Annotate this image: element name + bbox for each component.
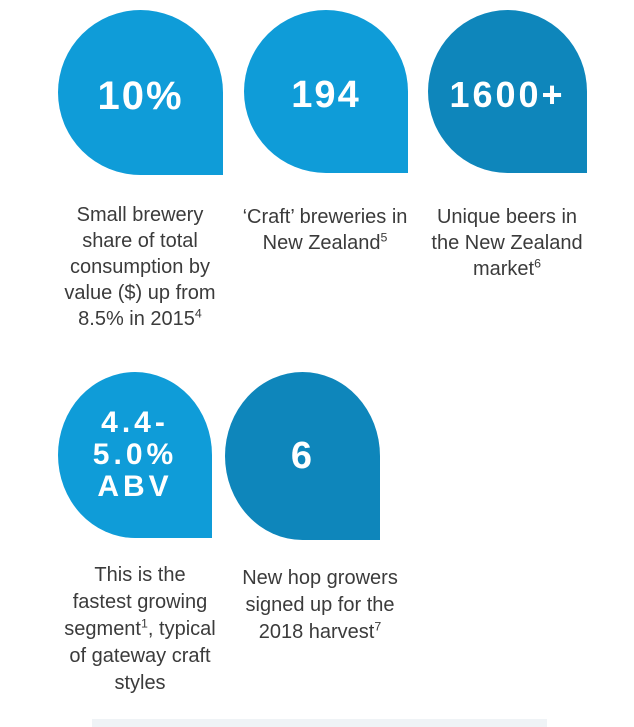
teardrop-shape: 1600+ bbox=[428, 10, 587, 173]
teardrop-shape: 194 bbox=[244, 10, 408, 173]
caption-line: share of total bbox=[82, 230, 198, 252]
teardrop-shape: 4.4- 5.0% ABV bbox=[58, 372, 212, 538]
caption-line: market6 bbox=[472, 256, 542, 280]
footnote-ref: 5 bbox=[380, 230, 388, 245]
stat-value: 10% bbox=[97, 73, 184, 118]
footnote-ref: 4 bbox=[194, 306, 202, 321]
caption-line: styles bbox=[114, 672, 166, 694]
stat-value: 4.4- 5.0% ABV bbox=[92, 406, 178, 503]
caption-line: New Zealand5 bbox=[262, 230, 388, 254]
stat-caption: ‘Craft’ breweries in New Zealand5 bbox=[225, 204, 425, 256]
cropped-bottom-element bbox=[92, 719, 547, 727]
stat-caption: Unique beers in the New Zealand market6 bbox=[407, 204, 607, 282]
footnote-ref: 1 bbox=[141, 616, 148, 631]
caption-line: Small brewery bbox=[76, 204, 204, 226]
caption-line: fastest growing bbox=[72, 591, 208, 613]
caption-line: signed up for the bbox=[245, 594, 395, 616]
caption-line: consumption by bbox=[69, 256, 211, 278]
caption-line: of gateway craft bbox=[69, 645, 211, 667]
teardrop-shape: 10% bbox=[58, 10, 223, 175]
caption-line: segment1, typical bbox=[64, 616, 216, 640]
caption-line: value ($) up from bbox=[64, 282, 216, 304]
stat-caption: Small brewery share of total consumption b… bbox=[40, 202, 240, 332]
caption-line: Unique beers in bbox=[436, 206, 578, 228]
caption-line: ‘Craft’ breweries in bbox=[242, 206, 408, 228]
caption-line: New hop growers bbox=[242, 567, 398, 589]
footnote-ref: 6 bbox=[534, 256, 542, 271]
caption-line: This is the bbox=[94, 564, 186, 586]
stat-value: 194 bbox=[291, 73, 361, 116]
caption-line: 2018 harvest7 bbox=[258, 619, 382, 643]
teardrop-shape: 6 bbox=[225, 372, 380, 540]
stat-caption: New hop growers signed up for the 2018 har… bbox=[220, 565, 420, 646]
stat-value: 6 bbox=[290, 434, 315, 477]
stat-value: 1600+ bbox=[449, 74, 566, 115]
caption-line: 8.5% in 20154 bbox=[78, 306, 202, 330]
stat-caption: This is the fastest growing segment1, typi… bbox=[40, 562, 240, 697]
caption-line: the New Zealand bbox=[431, 232, 583, 254]
footnote-ref: 7 bbox=[374, 619, 382, 634]
